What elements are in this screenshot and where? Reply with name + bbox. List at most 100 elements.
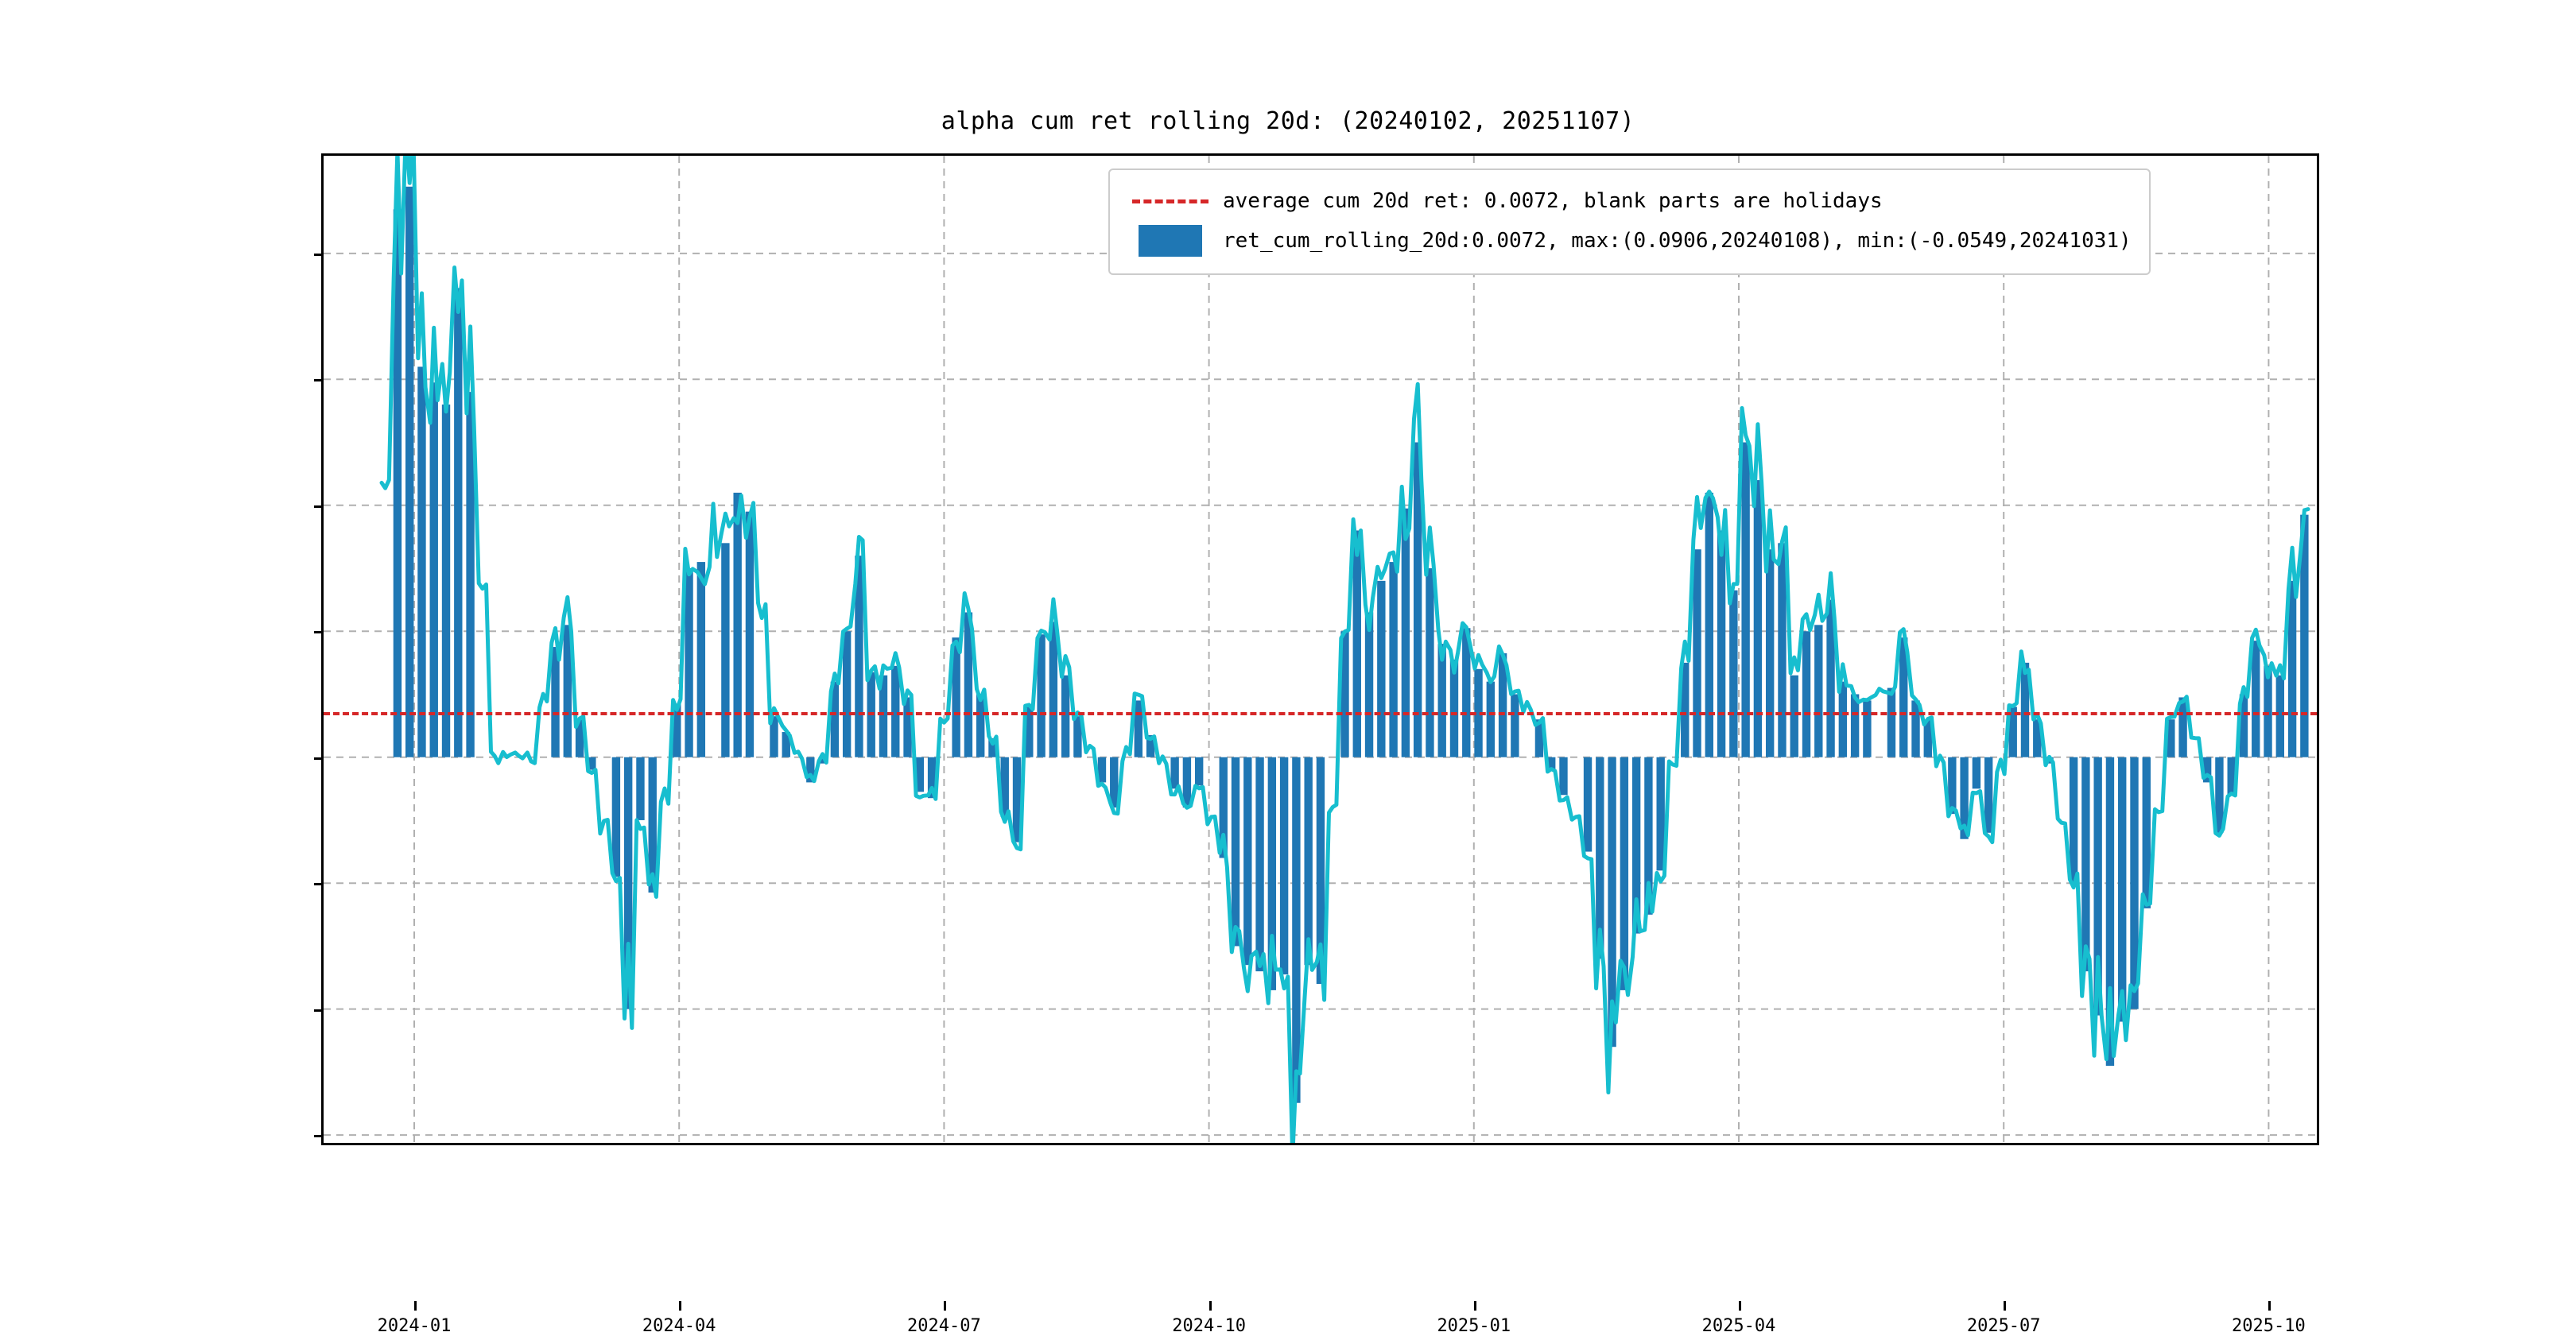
- bar: [1110, 757, 1119, 808]
- bar: [1911, 700, 1920, 757]
- y-tick-mark: [314, 253, 324, 256]
- bar: [2142, 757, 2151, 908]
- bar: [623, 757, 633, 1009]
- series-layer: [379, 156, 2310, 1143]
- y-tick-mark: [314, 883, 324, 886]
- bar: [2020, 662, 2030, 757]
- bar: [1012, 757, 1022, 842]
- bar: [1778, 543, 1787, 757]
- bar: [2093, 757, 2102, 1016]
- bar: [466, 392, 475, 757]
- bar: [855, 556, 863, 757]
- bar: [2069, 757, 2078, 884]
- bar: [1097, 757, 1107, 783]
- bar: [2215, 757, 2224, 833]
- bar: [988, 738, 997, 757]
- bar: [745, 511, 755, 757]
- bar: [1049, 622, 1058, 757]
- bar: [1462, 628, 1471, 757]
- bar: [575, 719, 584, 757]
- bar: [1073, 716, 1082, 757]
- legend: average cum 20d ret: 0.0072, blank parts…: [1108, 168, 2151, 275]
- bar: [1899, 637, 1908, 757]
- bar: [1765, 549, 1775, 757]
- bar: [2167, 719, 2175, 757]
- bar: [891, 665, 900, 757]
- bar: [611, 757, 621, 877]
- bar: [1863, 700, 1872, 757]
- bar: [1887, 687, 1896, 757]
- bar: [1608, 757, 1616, 1048]
- bar: [2275, 675, 2285, 757]
- bar: [1194, 757, 1204, 786]
- y-tick-mark: [314, 1135, 324, 1138]
- bar: [1025, 707, 1034, 757]
- bar: [648, 757, 657, 893]
- x-tick-mark: [679, 1301, 682, 1311]
- legend-label-bars: ret_cum_rolling_20d:0.0072, max:(0.0906,…: [1223, 229, 2132, 253]
- bar: [2130, 757, 2139, 1009]
- plot-inner: [324, 156, 2317, 1143]
- bar: [721, 543, 730, 757]
- bar: [1729, 590, 1738, 757]
- bar: [1656, 757, 1665, 871]
- bar: [1620, 757, 1629, 990]
- bar: [1182, 757, 1192, 808]
- x-tick-label: 2024-04: [642, 1316, 716, 1336]
- x-tick-mark: [1473, 1301, 1476, 1311]
- bar: [1279, 757, 1289, 975]
- x-tick-label: 2025-07: [1966, 1316, 2041, 1336]
- bar: [1753, 480, 1763, 757]
- bar: [1644, 757, 1653, 915]
- bar: [1316, 757, 1325, 984]
- bar: [964, 612, 973, 757]
- bar: [1583, 757, 1593, 852]
- bar: [1413, 442, 1422, 757]
- bar: [806, 757, 815, 783]
- bar: [1790, 675, 1798, 757]
- bar: [1437, 644, 1446, 757]
- bar: [1717, 530, 1726, 757]
- bar: [1037, 634, 1046, 757]
- bar: [393, 209, 402, 757]
- bar: [417, 366, 426, 757]
- bar: [1972, 757, 1981, 789]
- bar: [2081, 757, 2090, 972]
- x-tick-mark: [2268, 1301, 2271, 1311]
- x-tick-mark: [1208, 1301, 1212, 1311]
- bar: [2178, 697, 2187, 757]
- legend-item-average: average cum 20d ret: 0.0072, blank parts…: [1127, 181, 2132, 221]
- bar: [636, 757, 645, 820]
- bar: [915, 757, 925, 792]
- bar: [1389, 562, 1398, 757]
- bar: [842, 631, 852, 757]
- bar: [1802, 631, 1811, 757]
- bar: [1426, 568, 1434, 757]
- bar: [952, 637, 960, 757]
- bar: [1511, 694, 1519, 757]
- bar: [1923, 719, 1932, 757]
- x-tick-mark: [1739, 1301, 1741, 1311]
- bar: [685, 568, 693, 757]
- average-line: [324, 711, 2317, 715]
- bar: [454, 288, 463, 757]
- bar: [405, 186, 414, 757]
- bar: [2300, 514, 2309, 757]
- bar: [1559, 757, 1568, 796]
- bar: [1826, 599, 1835, 757]
- bar: [1292, 757, 1301, 1103]
- bar: [1741, 442, 1750, 757]
- bar: [2227, 757, 2236, 796]
- bar: [818, 757, 827, 764]
- x-tick-mark: [414, 1301, 417, 1311]
- bar: [1061, 675, 1070, 757]
- x-tick-label: 2025-04: [1701, 1316, 1776, 1336]
- bar: [1984, 757, 1993, 833]
- bar: [551, 647, 560, 757]
- bar: [1449, 659, 1459, 757]
- x-tick-label: 2025-10: [2232, 1316, 2306, 1336]
- bar: [976, 694, 985, 757]
- x-tick-mark: [2004, 1301, 2007, 1311]
- bar: [1850, 694, 1860, 757]
- bar: [770, 716, 778, 757]
